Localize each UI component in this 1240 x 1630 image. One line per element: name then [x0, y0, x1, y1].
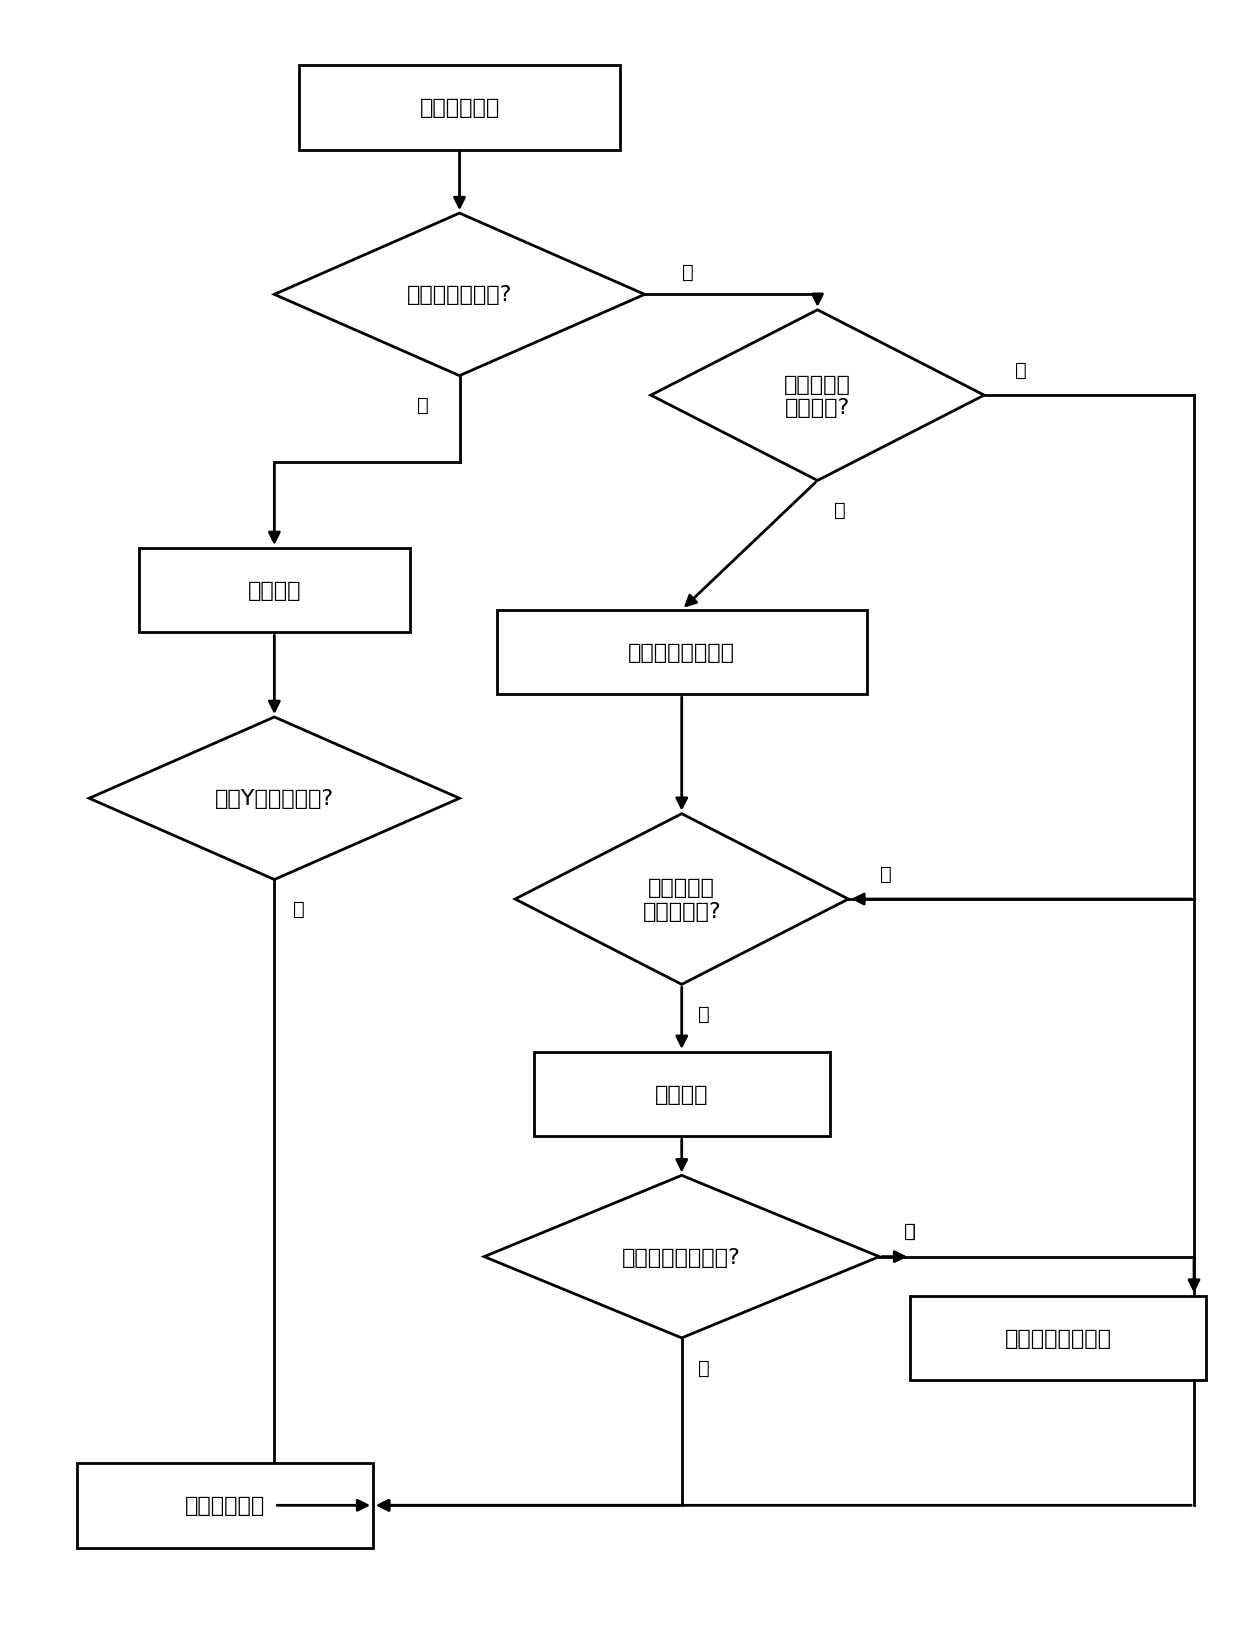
Bar	[77, 1464, 373, 1547]
Text: 否: 否	[682, 262, 693, 282]
Text: 开关得电合闸: 开关得电合闸	[419, 98, 500, 119]
Polygon shape	[89, 717, 460, 880]
Text: 否: 否	[904, 1221, 916, 1240]
Bar	[139, 549, 410, 632]
Text: 是: 是	[879, 864, 892, 883]
Text: 开关分闸: 开关分闸	[248, 580, 301, 601]
Text: 否: 否	[1016, 360, 1027, 380]
Text: 检测到故障信号?: 检测到故障信号?	[407, 285, 512, 305]
Polygon shape	[515, 815, 848, 985]
Text: 正向合闸闭锁: 正向合闸闭锁	[185, 1495, 265, 1516]
Polygon shape	[484, 1175, 879, 1338]
Text: 是: 是	[698, 1358, 709, 1377]
Text: 处于Y时间计时中?: 处于Y时间计时中?	[215, 789, 334, 808]
Text: 是: 是	[833, 500, 846, 520]
Text: 立即检测到
零序电压?: 立即检测到 零序电压?	[784, 375, 851, 417]
Text: 恢复正常运行状态: 恢复正常运行状态	[1004, 1328, 1112, 1348]
Polygon shape	[274, 214, 645, 377]
Text: 是: 是	[417, 396, 428, 416]
Bar	[496, 610, 867, 694]
Text: 延时分闸开始计时: 延时分闸开始计时	[629, 642, 735, 662]
Text: 开关分闸: 开关分闸	[655, 1084, 708, 1105]
Bar	[299, 67, 620, 150]
Text: 计时结束前
零电压消失?: 计时结束前 零电压消失?	[642, 879, 720, 921]
Polygon shape	[651, 311, 985, 481]
Bar	[533, 1053, 830, 1136]
Text: 零序电压立即消失?: 零序电压立即消失?	[622, 1247, 742, 1267]
Text: 否: 否	[904, 1221, 916, 1240]
Text: 是: 是	[293, 900, 305, 919]
Text: 否: 否	[698, 1004, 709, 1024]
Bar	[910, 1296, 1207, 1381]
